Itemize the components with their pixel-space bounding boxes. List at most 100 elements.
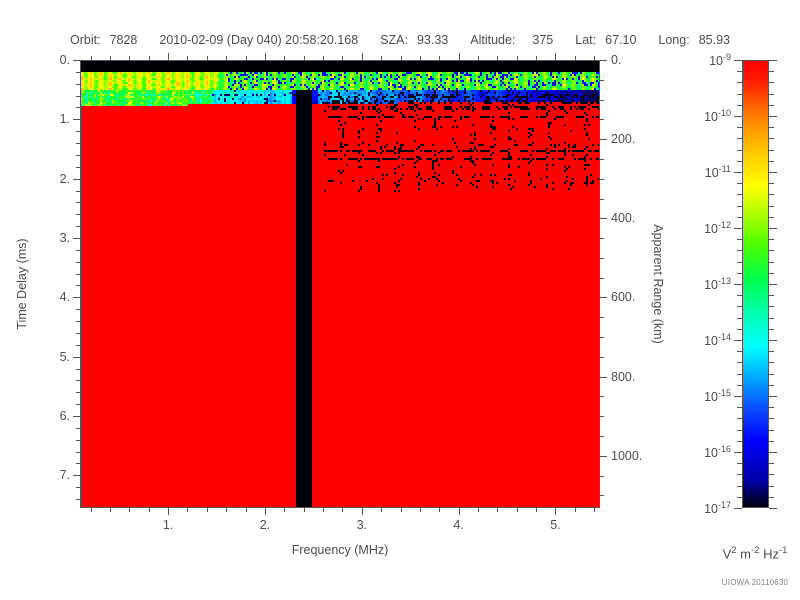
x-tick-top bbox=[168, 53, 170, 60]
unit-v: V bbox=[722, 546, 732, 562]
colorbar-tick-label: 10-13 bbox=[704, 275, 731, 293]
y-tick-left bbox=[73, 356, 80, 358]
y-minor-tick-right bbox=[600, 178, 604, 180]
y-minor-tick-right bbox=[600, 158, 604, 160]
colorbar-minor-tick bbox=[737, 82, 742, 84]
x-minor-tick-bottom bbox=[516, 508, 518, 512]
x-minor-tick-bottom bbox=[536, 508, 538, 512]
colorbar-tick bbox=[734, 396, 742, 397]
x-tick-bottom bbox=[555, 508, 557, 515]
y-minor-tick-right bbox=[600, 119, 604, 121]
colorbar-minor-tick bbox=[769, 104, 774, 106]
y-tick-label-left: 7. bbox=[59, 468, 70, 483]
y-minor-tick-right bbox=[600, 435, 604, 437]
colorbar: 10-9 10-10 10-11 10-12 10-13 10-14 10-15 10-16 1… bbox=[704, 52, 777, 516]
colorbar-tick bbox=[734, 172, 742, 173]
colorbar-tick-label: 10-10 bbox=[704, 107, 731, 125]
x-tick-top bbox=[555, 53, 557, 60]
colorbar-tick-label: 10-16 bbox=[704, 443, 731, 461]
y-minor-tick-right bbox=[600, 475, 604, 477]
colorbar-minor-tick bbox=[737, 272, 742, 274]
colorbar-tick bbox=[769, 228, 777, 229]
x-minor-tick-top bbox=[516, 56, 518, 60]
x-minor-tick-bottom bbox=[497, 508, 499, 512]
x-minor-tick-top bbox=[110, 56, 112, 60]
x-minor-tick-top bbox=[400, 56, 402, 60]
y-tick-right bbox=[600, 455, 607, 457]
y-minor-tick-left bbox=[76, 226, 80, 228]
long-label: Long: bbox=[658, 33, 690, 47]
x-minor-tick-top bbox=[497, 56, 499, 60]
colorbar-minor-tick bbox=[769, 485, 774, 487]
colorbar-minor-tick bbox=[769, 93, 774, 95]
y-minor-tick-right bbox=[600, 396, 604, 398]
y-tick-left bbox=[73, 119, 80, 121]
x-minor-tick-bottom bbox=[206, 508, 208, 512]
colorbar-minor-tick bbox=[769, 205, 774, 207]
x-minor-tick-bottom bbox=[323, 508, 325, 512]
x-minor-tick-top bbox=[323, 56, 325, 60]
colorbar-tick bbox=[734, 60, 742, 61]
y-minor-tick-right bbox=[600, 277, 604, 279]
x-minor-tick-top bbox=[129, 56, 131, 60]
colorbar-minor-tick bbox=[769, 463, 774, 465]
x-minor-tick-bottom bbox=[574, 508, 576, 512]
colorbar-minor-tick bbox=[769, 194, 774, 196]
colorbar-tick-label: 10-12 bbox=[704, 219, 731, 237]
colorbar-tick bbox=[734, 508, 742, 509]
x-tick-bottom bbox=[458, 508, 460, 515]
y-minor-tick-left bbox=[76, 249, 80, 251]
x-tick-label: 4. bbox=[453, 518, 464, 532]
x-minor-tick-top bbox=[90, 56, 92, 60]
unit-m-exp: -2 bbox=[751, 545, 760, 556]
x-axis-title: Frequency (MHz) bbox=[291, 543, 389, 557]
y-tick-label-left: 4. bbox=[59, 290, 70, 305]
lat-label: Lat: bbox=[575, 33, 597, 47]
x-minor-tick-top bbox=[439, 56, 441, 60]
y-minor-tick-right bbox=[600, 257, 604, 259]
orbit-label: Orbit: bbox=[70, 33, 101, 47]
y-tick-label-left: 0. bbox=[59, 53, 70, 67]
colorbar-minor-tick bbox=[769, 328, 774, 330]
y-tick-left bbox=[73, 238, 80, 239]
colorbar-tick-label: 10-9 bbox=[709, 51, 731, 69]
y-minor-tick-left bbox=[76, 321, 80, 323]
colorbar-minor-tick bbox=[769, 317, 774, 319]
colorbar-minor-tick bbox=[769, 418, 774, 420]
colorbar-minor-tick bbox=[737, 205, 742, 207]
colorbar-minor-tick bbox=[769, 362, 774, 364]
colorbar-minor-tick bbox=[737, 485, 742, 487]
colorbar-minor-tick bbox=[737, 496, 742, 498]
y-minor-tick-left bbox=[76, 166, 80, 168]
colorbar-minor-tick bbox=[769, 261, 774, 263]
colorbar-minor-tick bbox=[769, 474, 774, 476]
colorbar-minor-tick bbox=[737, 239, 742, 241]
plot-frame bbox=[80, 60, 600, 508]
x-minor-tick-top bbox=[187, 56, 189, 60]
y-tick-label-right: 600. bbox=[611, 290, 636, 305]
colorbar-minor-tick bbox=[769, 272, 774, 274]
y-minor-tick-left bbox=[76, 439, 80, 441]
x-minor-tick-top bbox=[381, 56, 383, 60]
altitude-label: Altitude: bbox=[470, 33, 516, 47]
colorbar-minor-tick bbox=[769, 82, 774, 84]
y-minor-tick-right bbox=[600, 317, 604, 319]
unit-v-exp: 2 bbox=[731, 545, 737, 556]
y-minor-tick-left bbox=[76, 261, 80, 263]
colorbar-minor-tick bbox=[737, 149, 742, 151]
x-minor-tick-top bbox=[148, 56, 150, 60]
colorbar-minor-tick bbox=[769, 216, 774, 218]
x-minor-tick-top bbox=[477, 56, 479, 60]
colorbar-minor-tick bbox=[769, 183, 774, 185]
y-minor-tick-right bbox=[600, 238, 604, 240]
y-minor-tick-left bbox=[76, 190, 80, 192]
y-tick-left bbox=[73, 475, 80, 477]
colorbar-minor-tick bbox=[737, 93, 742, 95]
x-tick-bottom bbox=[361, 508, 363, 515]
spectrogram-image bbox=[80, 60, 600, 508]
y-tick-label-left: 6. bbox=[59, 409, 70, 424]
y-minor-tick-left bbox=[76, 309, 80, 311]
colorbar-minor-tick bbox=[769, 239, 774, 241]
x-tick-label: 2. bbox=[259, 518, 271, 532]
y-tick-right bbox=[600, 297, 607, 299]
